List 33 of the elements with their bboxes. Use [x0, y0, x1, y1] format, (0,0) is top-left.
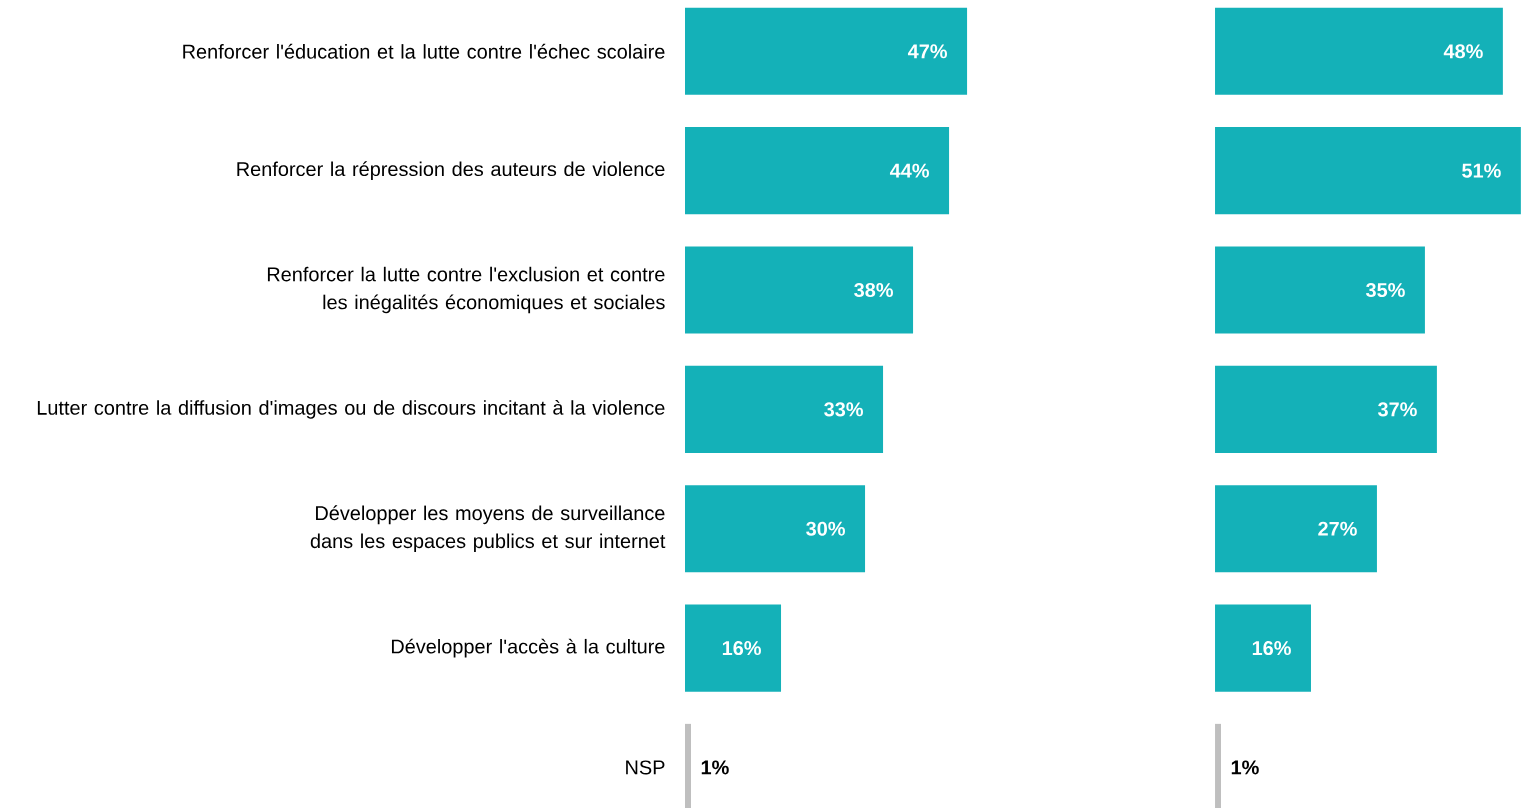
bar [1215, 485, 1377, 573]
bar [1215, 127, 1521, 215]
bar [685, 7, 968, 95]
data-label: 1% [1231, 760, 1259, 775]
data-label: 30% [806, 521, 845, 536]
bar [685, 485, 866, 573]
data-label: 48% [1443, 44, 1483, 59]
bar [685, 246, 914, 334]
bar [685, 604, 782, 692]
data-label: 44% [889, 163, 930, 178]
bar [1215, 246, 1425, 334]
bar [1215, 365, 1437, 453]
y-tick-label: Développer l'accès à la culture [391, 638, 665, 658]
data-label: 1% [701, 760, 729, 775]
data-label: 16% [1252, 641, 1291, 656]
y-tick-label: NSP [626, 760, 665, 775]
data-label: 37% [1377, 402, 1417, 417]
bar [1215, 7, 1503, 95]
data-label: 47% [907, 44, 948, 59]
y-tick-label: Renforcer la lutte contre l'exclusion et contre les inégalités économiques et sociales [267, 266, 665, 314]
y-tick-label: Renforcer l'éducation et la lutte contre l'échec scolaire [183, 43, 665, 59]
y-tick-label: Lutter contre la diffusion d'images ou de discours incitant à la violence [37, 399, 665, 419]
data-label: 16% [722, 641, 761, 656]
y-tick-label: Développer les moyens de surveillance dans les espaces publics et sur internet [310, 505, 666, 553]
data-label: 27% [1318, 521, 1357, 536]
y-tick-label: Renforcer la répression des auteurs de violence [237, 161, 665, 181]
data-label: 51% [1462, 163, 1501, 178]
bar [685, 127, 950, 215]
bar [685, 365, 884, 453]
data-label: 35% [1365, 282, 1405, 298]
data-label: 33% [824, 402, 863, 417]
bar [1215, 604, 1311, 692]
data-label: 38% [854, 282, 893, 298]
